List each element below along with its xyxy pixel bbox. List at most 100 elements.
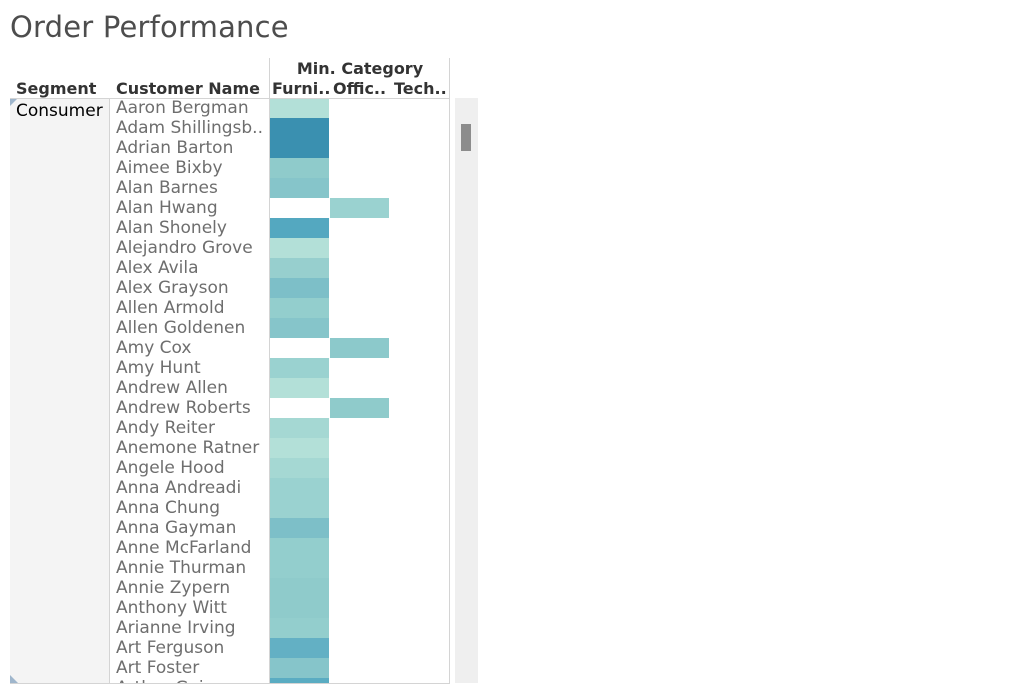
heatmap-cell[interactable] [390, 158, 449, 178]
heatmap-cell[interactable] [270, 478, 329, 498]
heatmap-cell[interactable] [390, 438, 449, 458]
customer-name[interactable]: Art Ferguson [116, 638, 225, 658]
heatmap-cell[interactable] [270, 98, 329, 118]
customer-name[interactable]: Annie Zypern [116, 578, 231, 598]
scrollbar-thumb[interactable] [461, 124, 471, 151]
customer-name[interactable]: Arthur Gainer [116, 678, 232, 683]
heatmap-cell[interactable] [270, 138, 329, 158]
heatmap-cell[interactable] [270, 158, 329, 178]
customer-name[interactable]: Arianne Irving [116, 618, 236, 638]
heatmap-cell[interactable] [270, 598, 329, 618]
table-row[interactable]: Amy Hunt [110, 358, 450, 378]
heatmap-cell[interactable] [270, 258, 329, 278]
heatmap-cell[interactable] [390, 658, 449, 678]
heatmap-cell[interactable] [270, 378, 329, 398]
heatmap-cell[interactable] [390, 518, 449, 538]
heatmap-cell[interactable] [270, 518, 329, 538]
heatmap-cell[interactable] [390, 598, 449, 618]
table-row[interactable]: Amy Cox [110, 338, 450, 358]
customer-name[interactable]: Alan Shonely [116, 218, 227, 238]
heatmap-cell[interactable] [390, 558, 449, 578]
table-row[interactable]: Allen Goldenen [110, 318, 450, 338]
customer-name[interactable]: Aimee Bixby [116, 158, 223, 178]
table-row[interactable]: Annie Zypern [110, 578, 450, 598]
heatmap-cell[interactable] [390, 578, 449, 598]
heatmap-cell[interactable] [270, 278, 329, 298]
customer-name[interactable]: Andy Reiter [116, 418, 216, 438]
heatmap-cell[interactable] [390, 538, 449, 558]
column-header-furniture[interactable]: Furni.. [272, 79, 331, 98]
heatmap-cell[interactable] [390, 98, 449, 118]
customer-name[interactable]: Alejandro Grove [116, 238, 253, 258]
segment-value[interactable]: Consumer [16, 101, 103, 121]
heatmap-cell[interactable] [330, 178, 389, 198]
table-row[interactable]: Alan Hwang [110, 198, 450, 218]
heatmap-cell[interactable] [270, 678, 329, 683]
customer-name[interactable]: Amy Hunt [116, 358, 201, 378]
table-row[interactable]: Anna Chung [110, 498, 450, 518]
heatmap-cell[interactable] [390, 318, 449, 338]
heatmap-cell[interactable] [390, 218, 449, 238]
heatmap-cell[interactable] [390, 378, 449, 398]
heatmap-cell[interactable] [330, 418, 389, 438]
heatmap-cell[interactable] [330, 498, 389, 518]
heatmap-cell[interactable] [330, 138, 389, 158]
customer-name[interactable]: Allen Armold [116, 298, 225, 318]
table-row[interactable]: Arthur Gainer [110, 678, 450, 683]
heatmap-cell[interactable] [270, 218, 329, 238]
table-row[interactable]: Alan Barnes [110, 178, 450, 198]
customer-name[interactable]: Adrian Barton [116, 138, 234, 158]
heatmap-cell[interactable] [330, 598, 389, 618]
heatmap-cell[interactable] [390, 358, 449, 378]
heatmap-cell[interactable] [330, 378, 389, 398]
table-row[interactable]: Anna Andreadi [110, 478, 450, 498]
heatmap-cell[interactable] [270, 238, 329, 258]
heatmap-cell[interactable] [330, 678, 389, 683]
customer-name[interactable]: Anemone Ratner [116, 438, 260, 458]
customer-name[interactable]: Art Foster [116, 658, 200, 678]
customer-name[interactable]: Annie Thurman [116, 558, 247, 578]
heatmap-cell[interactable] [270, 198, 329, 218]
table-row[interactable]: Andy Reiter [110, 418, 450, 438]
heatmap-cell[interactable] [390, 178, 449, 198]
heatmap-cell[interactable] [270, 578, 329, 598]
heatmap-cell[interactable] [270, 118, 329, 138]
customer-name[interactable]: Andrew Allen [116, 378, 228, 398]
heatmap-cell[interactable] [390, 478, 449, 498]
table-row[interactable]: Angele Hood [110, 458, 450, 478]
customer-name[interactable]: Anna Andreadi [116, 478, 242, 498]
heatmap-cell[interactable] [330, 278, 389, 298]
table-row[interactable]: Alan Shonely [110, 218, 450, 238]
table-row[interactable]: Art Ferguson [110, 638, 450, 658]
heatmap-cell[interactable] [390, 258, 449, 278]
scrollbar-track[interactable] [455, 98, 478, 683]
heatmap-cell[interactable] [270, 558, 329, 578]
customer-name[interactable]: Alan Hwang [116, 198, 218, 218]
table-row[interactable]: Aaron Bergman [110, 98, 450, 118]
column-header-office[interactable]: Offic.. [333, 79, 387, 98]
heatmap-cell[interactable] [390, 678, 449, 683]
customer-name[interactable]: Adam Shillingsb.. [116, 118, 263, 138]
customer-name[interactable]: Anne McFarland [116, 538, 252, 558]
heatmap-cell[interactable] [390, 278, 449, 298]
customer-name[interactable]: Amy Cox [116, 338, 192, 358]
customer-name-header[interactable]: Customer Name [116, 79, 260, 98]
table-row[interactable]: Aimee Bixby [110, 158, 450, 178]
heatmap-cell[interactable] [330, 558, 389, 578]
heatmap-cell[interactable] [330, 578, 389, 598]
heatmap-cell[interactable] [330, 318, 389, 338]
heatmap-cell[interactable] [270, 538, 329, 558]
heatmap-cell[interactable] [330, 398, 389, 418]
heatmap-cell[interactable] [270, 618, 329, 638]
customer-name[interactable]: Alex Avila [116, 258, 199, 278]
table-row[interactable]: Anthony Witt [110, 598, 450, 618]
heatmap-cell[interactable] [270, 338, 329, 358]
table-row[interactable]: Anna Gayman [110, 518, 450, 538]
table-row[interactable]: Anne McFarland [110, 538, 450, 558]
heatmap-cell[interactable] [270, 358, 329, 378]
heatmap-cell[interactable] [390, 138, 449, 158]
heatmap-cell[interactable] [270, 458, 329, 478]
customer-name[interactable]: Aaron Bergman [116, 98, 249, 118]
heatmap-cell[interactable] [330, 198, 389, 218]
heatmap-cell[interactable] [390, 618, 449, 638]
